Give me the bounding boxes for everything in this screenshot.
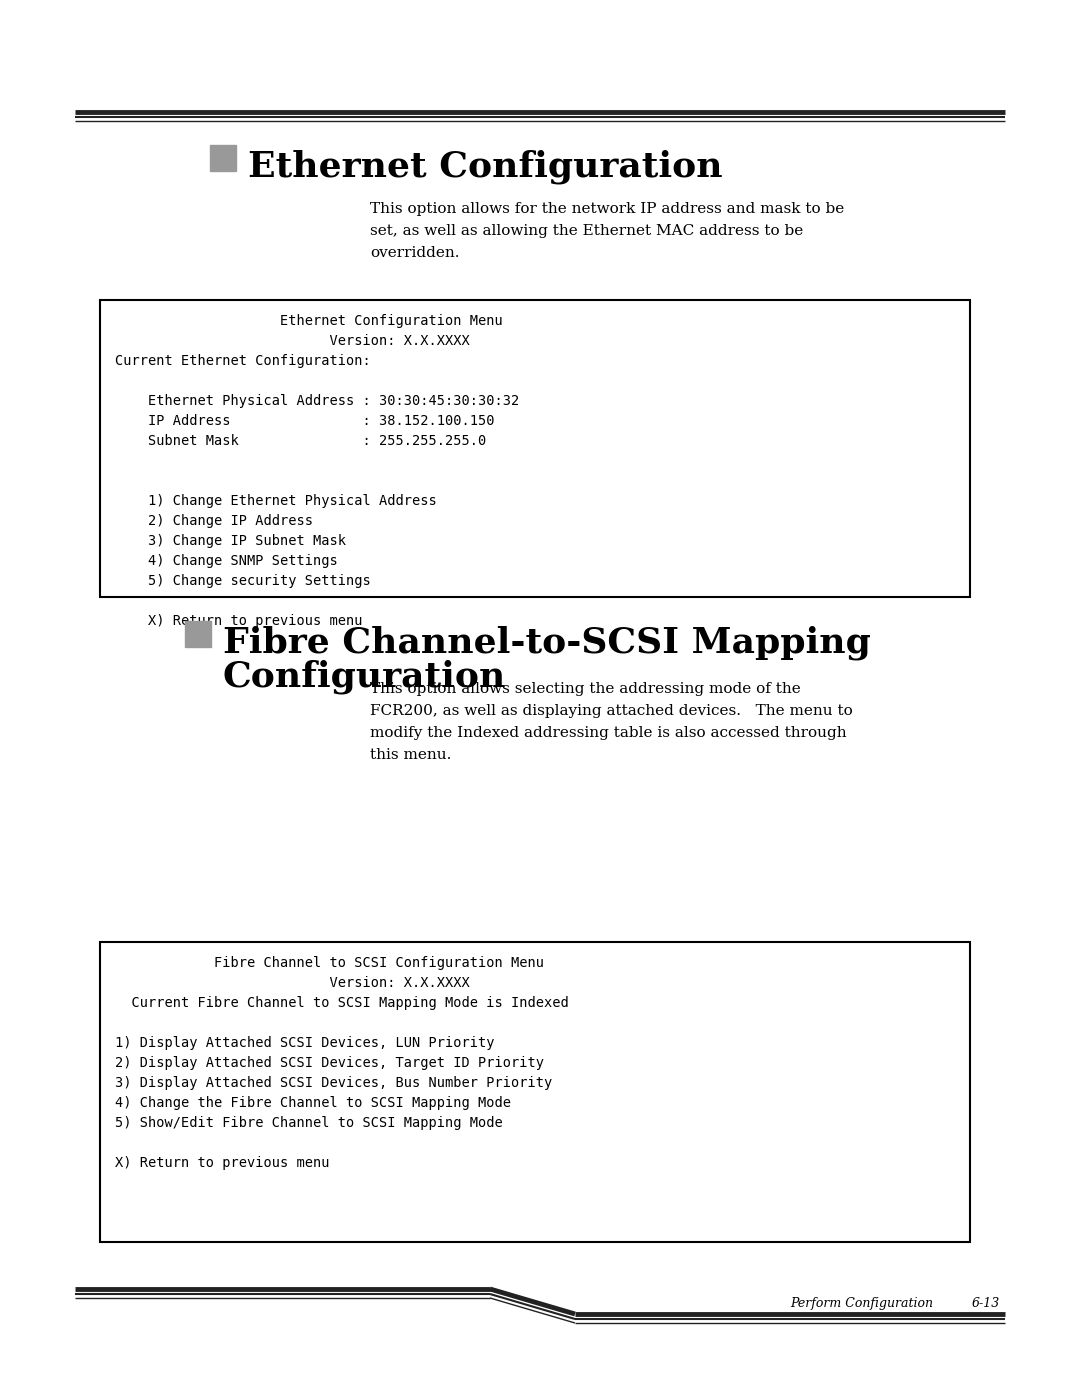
Text: Version: X.X.XXXX: Version: X.X.XXXX	[114, 334, 470, 348]
Text: overridden.: overridden.	[370, 246, 459, 260]
Text: Ethernet Configuration Menu: Ethernet Configuration Menu	[114, 314, 503, 328]
Bar	[185, 622, 211, 647]
Text: This option allows for the network IP address and mask to be: This option allows for the network IP ad…	[370, 203, 845, 217]
Text: Fibre Channel to SCSI Configuration Menu: Fibre Channel to SCSI Configuration Menu	[114, 956, 544, 970]
Text: set, as well as allowing the Ethernet MAC address to be: set, as well as allowing the Ethernet MA…	[370, 224, 804, 237]
Text: 5) Show/Edit Fibre Channel to SCSI Mapping Mode: 5) Show/Edit Fibre Channel to SCSI Mappi…	[114, 1116, 503, 1130]
Text: Perform Configuration: Perform Configuration	[789, 1296, 933, 1310]
Text: 1) Change Ethernet Physical Address: 1) Change Ethernet Physical Address	[114, 495, 436, 509]
Text: FCR200, as well as displaying attached devices.   The menu to: FCR200, as well as displaying attached d…	[370, 704, 853, 718]
Text: 4) Change the Fibre Channel to SCSI Mapping Mode: 4) Change the Fibre Channel to SCSI Mapp…	[114, 1097, 511, 1111]
Bar	[100, 300, 970, 597]
Text: 2) Display Attached SCSI Devices, Target ID Priority: 2) Display Attached SCSI Devices, Target…	[114, 1056, 544, 1070]
Bar	[210, 145, 237, 170]
Text: 3) Change IP Subnet Mask: 3) Change IP Subnet Mask	[114, 534, 346, 548]
Text: Version: X.X.XXXX: Version: X.X.XXXX	[114, 977, 470, 990]
Text: X) Return to previous menu: X) Return to previous menu	[114, 615, 363, 629]
Text: This option allows selecting the addressing mode of the: This option allows selecting the address…	[370, 682, 800, 696]
Text: this menu.: this menu.	[370, 747, 451, 761]
Text: 1) Display Attached SCSI Devices, LUN Priority: 1) Display Attached SCSI Devices, LUN Pr…	[114, 1037, 495, 1051]
Text: IP Address                : 38.152.100.150: IP Address : 38.152.100.150	[114, 414, 495, 427]
Text: Configuration: Configuration	[222, 659, 507, 694]
Text: X) Return to previous menu: X) Return to previous menu	[114, 1155, 329, 1171]
Text: 4) Change SNMP Settings: 4) Change SNMP Settings	[114, 555, 338, 569]
Text: Subnet Mask               : 255.255.255.0: Subnet Mask : 255.255.255.0	[114, 434, 486, 448]
Bar	[100, 942, 970, 1242]
Text: Current Ethernet Configuration:: Current Ethernet Configuration:	[114, 353, 370, 367]
Text: 2) Change IP Address: 2) Change IP Address	[114, 514, 313, 528]
Text: Current Fibre Channel to SCSI Mapping Mode is Indexed: Current Fibre Channel to SCSI Mapping Mo…	[114, 996, 569, 1010]
Text: 5) Change security Settings: 5) Change security Settings	[114, 574, 370, 588]
Text: Fibre Channel-to-SCSI Mapping: Fibre Channel-to-SCSI Mapping	[222, 624, 870, 659]
Text: Ethernet Configuration: Ethernet Configuration	[248, 149, 723, 183]
Text: 6-13: 6-13	[972, 1296, 1000, 1310]
Text: 3) Display Attached SCSI Devices, Bus Number Priority: 3) Display Attached SCSI Devices, Bus Nu…	[114, 1076, 552, 1090]
Text: Ethernet Physical Address : 30:30:45:30:30:32: Ethernet Physical Address : 30:30:45:30:…	[114, 394, 519, 408]
Text: modify the Indexed addressing table is also accessed through: modify the Indexed addressing table is a…	[370, 726, 847, 740]
